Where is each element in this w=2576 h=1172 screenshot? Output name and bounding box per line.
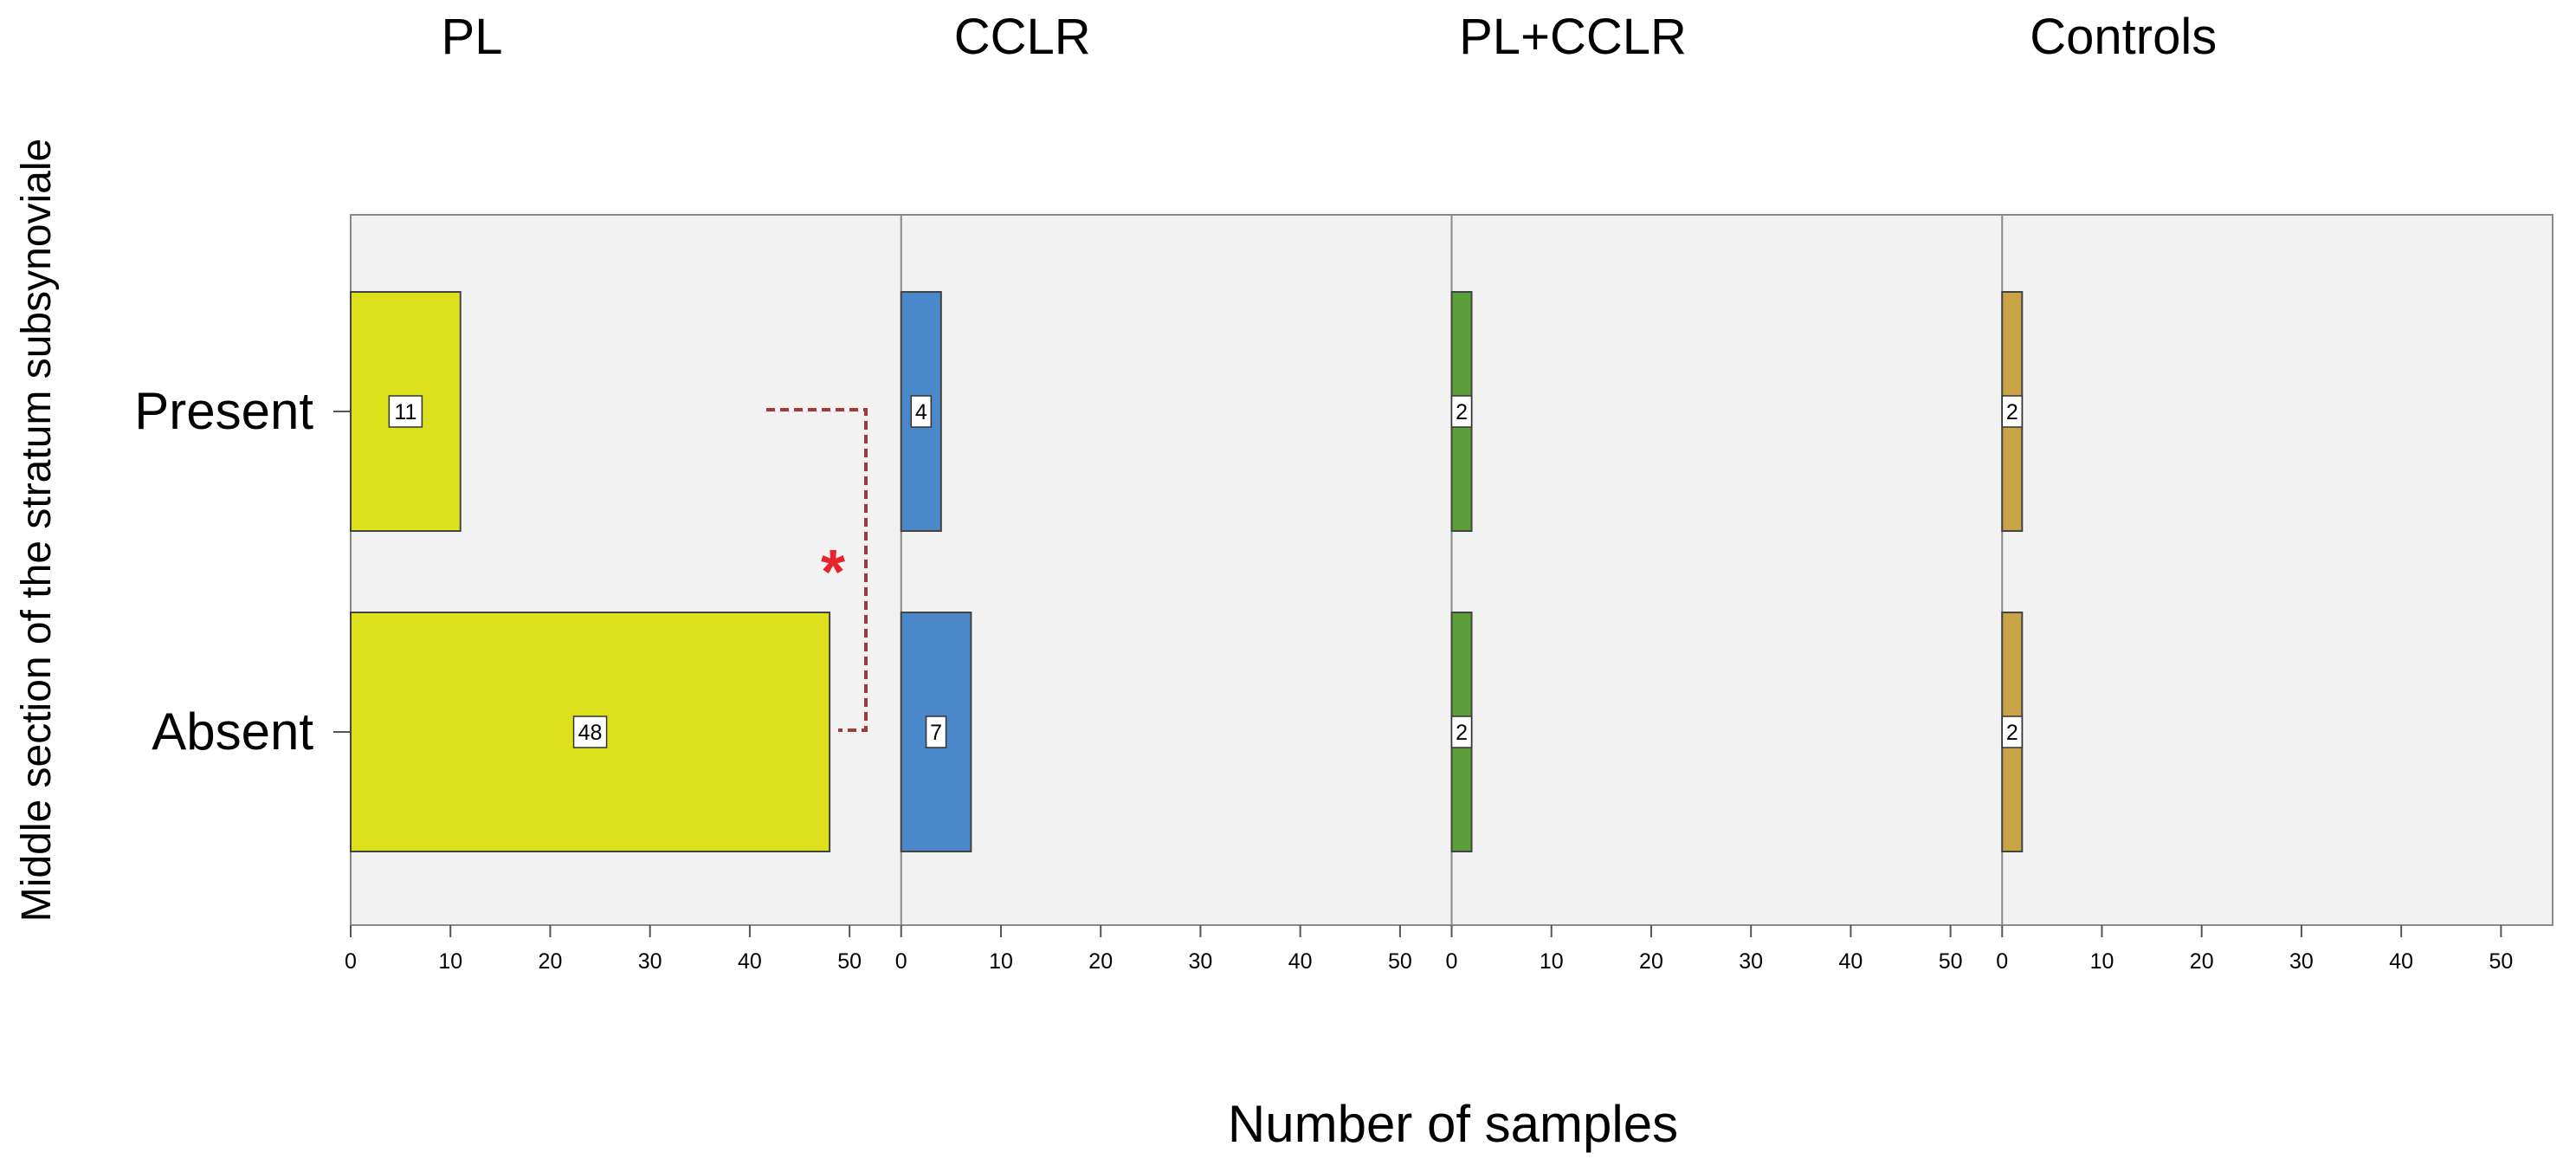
x-tick-label: 50 xyxy=(2489,949,2513,974)
x-tick-label: 10 xyxy=(2090,949,2114,974)
x-tick-label: 0 xyxy=(1446,949,1458,974)
x-tick-label: 30 xyxy=(1189,949,1213,974)
x-tick-label: 20 xyxy=(1088,949,1113,974)
x-tick-label: 20 xyxy=(539,949,563,974)
data-label: 2 xyxy=(2006,721,2018,745)
data-label: 2 xyxy=(1456,400,1468,424)
data-label: 4 xyxy=(915,400,927,424)
x-tick-label: 30 xyxy=(638,949,662,974)
panel-title-cclr: CCLR xyxy=(954,9,1091,65)
data-label-box xyxy=(388,395,423,428)
category-label-present: Present xyxy=(134,382,313,440)
x-axis-label: Number of samples xyxy=(1228,1095,1678,1153)
data-label: 11 xyxy=(394,400,416,424)
y-axis-label: Middle section of the stratum subsynovia… xyxy=(14,139,60,922)
data-label: 7 xyxy=(930,721,942,745)
x-tick-label: 50 xyxy=(1388,949,1412,974)
x-tick-label: 40 xyxy=(2389,949,2413,974)
data-label: 48 xyxy=(578,721,603,745)
data-label-box xyxy=(2001,395,2024,428)
data-label-box xyxy=(572,716,608,748)
x-tick-label: 30 xyxy=(1739,949,1763,974)
x-tick-label: 30 xyxy=(2289,949,2314,974)
x-tick-label: 0 xyxy=(1996,949,2008,974)
panel-title-pl-cclr: PL+CCLR xyxy=(1459,9,1687,65)
x-tick-label: 20 xyxy=(2190,949,2214,974)
x-tick-label: 0 xyxy=(895,949,907,974)
panel-title-pl: PL xyxy=(442,9,503,65)
data-label: 2 xyxy=(1456,721,1468,745)
x-tick-label: 40 xyxy=(1839,949,1863,974)
x-tick-label: 20 xyxy=(1639,949,1663,974)
data-label-box xyxy=(925,716,947,748)
data-label-box xyxy=(910,395,933,428)
x-tick-label: 40 xyxy=(738,949,762,974)
x-tick-label: 50 xyxy=(1939,949,1963,974)
data-label: 2 xyxy=(2006,400,2018,424)
x-tick-label: 10 xyxy=(1540,949,1564,974)
x-tick-label: 10 xyxy=(438,949,462,974)
significance-star: * xyxy=(821,538,845,607)
x-tick-label: 10 xyxy=(989,949,1013,974)
data-label-box xyxy=(1450,395,1473,428)
category-label-absent: Absent xyxy=(152,703,313,761)
x-tick-label: 50 xyxy=(837,949,862,974)
panel-title-controls: Controls xyxy=(2030,9,2217,65)
x-tick-label: 0 xyxy=(345,949,357,974)
data-label-box xyxy=(2001,716,2024,748)
x-tick-label: 40 xyxy=(1288,949,1313,974)
significance-bracket xyxy=(766,408,868,732)
data-label-box xyxy=(1450,716,1473,748)
